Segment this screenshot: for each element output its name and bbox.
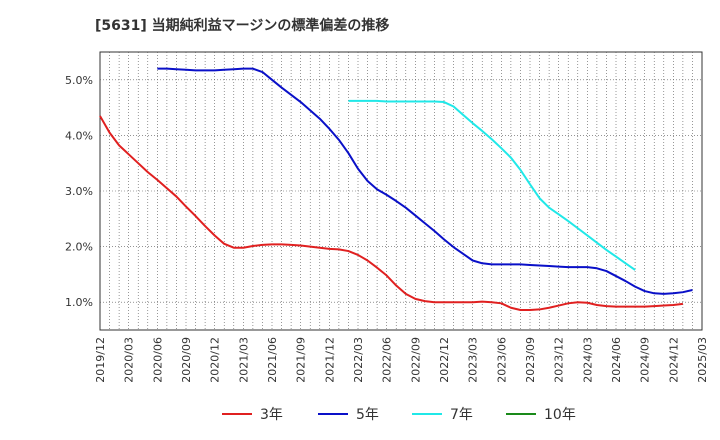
series-line [99, 115, 684, 311]
y-tick-label: 4.0% [65, 129, 93, 142]
x-tick-label: 2022/03 [352, 337, 365, 383]
x-tick-label: 2021/03 [237, 337, 250, 383]
x-tick-label: 2022/06 [381, 337, 394, 383]
x-tick-label: 2020/03 [123, 337, 136, 383]
y-tick-label: 2.0% [65, 241, 93, 254]
legend-label: 3年 [260, 407, 283, 423]
x-tick-label: 2020/09 [180, 337, 193, 383]
x-tick-label: 2024/09 [639, 337, 652, 383]
legend-label: 10年 [544, 407, 576, 423]
x-tick-label: 2024/12 [667, 337, 680, 383]
legend: 3年 5年 7年 10年 [222, 407, 576, 423]
chart-title: [5631] 当期純利益マージンの標準偏差の推移 [95, 17, 389, 34]
x-tick-label: 2021/09 [295, 337, 308, 383]
x-tick-label: 2019/12 [94, 337, 107, 383]
y-tick-label: 1.0% [65, 296, 93, 309]
y-axis-ticks: 1.0% 2.0% 3.0% 4.0% 5.0% [65, 74, 93, 309]
x-tick-label: 2023/12 [553, 337, 566, 383]
x-tick-label: 2025/03 [696, 337, 709, 383]
y-tick-label: 5.0% [65, 74, 93, 87]
x-tick-label: 2022/12 [438, 337, 451, 383]
x-tick-label: 2021/06 [266, 337, 279, 383]
series-lines [99, 67, 693, 311]
x-tick-label: 2024/03 [581, 337, 594, 383]
x-tick-label: 2023/06 [495, 337, 508, 383]
x-tick-label: 2023/09 [524, 337, 537, 383]
x-tick-label: 2024/06 [610, 337, 623, 383]
x-tick-label: 2021/12 [323, 337, 336, 383]
x-axis-ticks: 2019/12 2020/03 2020/06 2020/09 2020/12 2021/… [94, 337, 709, 383]
x-tick-label: 2023/03 [467, 337, 480, 383]
series-line [348, 99, 636, 271]
y-tick-label: 3.0% [65, 185, 93, 198]
legend-label: 5年 [356, 407, 379, 423]
legend-label: 7年 [450, 407, 473, 423]
x-tick-label: 2020/12 [209, 337, 222, 383]
series-line [157, 67, 693, 295]
x-tick-label: 2020/06 [151, 337, 164, 383]
x-tick-label: 2022/09 [409, 337, 422, 383]
